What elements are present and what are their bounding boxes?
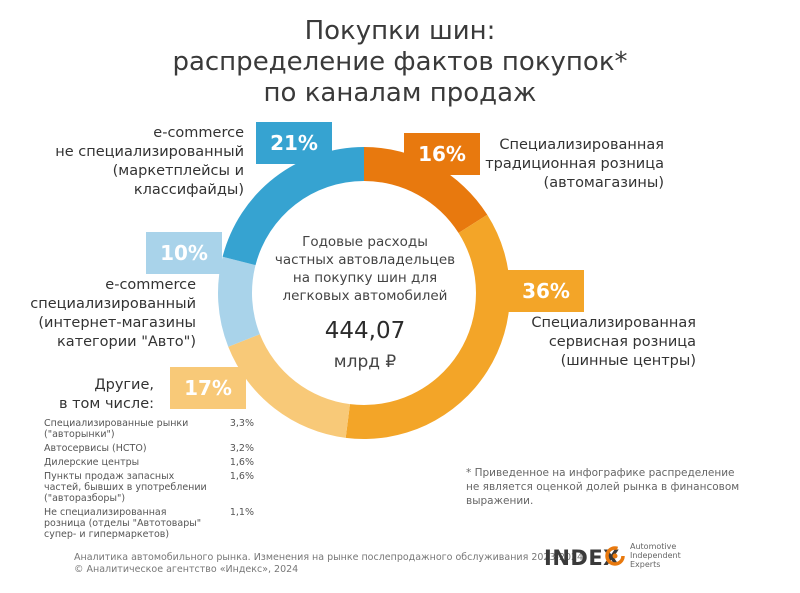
label-ecom-special-line-2: специализированный xyxy=(30,296,196,312)
others-row-name: Автосервисы (НСТО) xyxy=(44,443,147,454)
others-row-value: 1,1% xyxy=(229,507,254,518)
logo-icon xyxy=(605,546,625,566)
label-ecom-general-line-3: (маркетплейсы и классифайды) xyxy=(112,163,244,198)
center-line-2: частных автовладельцев xyxy=(274,252,456,268)
footer: Аналитика автомобильного рынка. Изменени… xyxy=(74,552,583,576)
donut-slice xyxy=(218,256,260,347)
donut-slice xyxy=(364,147,488,233)
label-ecom-special-line-1: e-commerce xyxy=(105,277,196,293)
slice-value-label: 17% xyxy=(184,376,232,400)
label-ecom-special-line-3: (интернет-магазины xyxy=(38,315,196,331)
label-traditional-line-1: Специализированная xyxy=(499,137,664,153)
logo-tagline-line-3: Experts xyxy=(630,560,661,569)
label-service: Специализированная сервисная розница (ши… xyxy=(531,314,696,371)
logo-tagline-line-2: Independent xyxy=(630,551,681,560)
slice-value-box xyxy=(146,232,222,274)
logo-tagline: Automotive Independent Experts xyxy=(630,542,681,569)
footer-line-1: Аналитика автомобильного рынка. Изменени… xyxy=(74,552,584,563)
logo-tagline-line-1: Automotive xyxy=(630,542,677,551)
slice-value-label: 21% xyxy=(270,131,318,155)
label-service-line-3: (шинные центры) xyxy=(560,353,696,369)
center-caption: Годовые расходы частных автовладельцев н… xyxy=(270,233,460,305)
label-others: Другие, в том числе: xyxy=(59,376,154,414)
others-row-name: Не специализированная розница (отделы "А… xyxy=(44,507,202,540)
others-row: Специализированные рынки ("авторынки") 3… xyxy=(44,418,254,440)
title-line-2: распределение фактов покупок* xyxy=(172,47,628,77)
center-line-4: легковых автомобилей xyxy=(282,288,448,304)
donut-slice xyxy=(222,147,364,266)
slice-value-box xyxy=(256,122,332,164)
slice-value-label: 16% xyxy=(418,142,466,166)
label-ecom-general-line-2: не специализированный xyxy=(55,144,244,160)
others-row: Автосервисы (НСТО) 3,2% xyxy=(44,443,254,454)
label-others-line-2: в том числе: xyxy=(58,396,154,412)
others-row-value: 1,6% xyxy=(229,471,254,482)
label-ecom-special: e-commerce специализированный (интернет-… xyxy=(30,276,196,352)
slice-value-label: 10% xyxy=(160,241,208,265)
slice-value-box xyxy=(508,270,584,312)
label-ecom-special-line-4: категории "Авто") xyxy=(57,334,196,350)
label-others-line-1: Другие, xyxy=(94,377,154,393)
others-row-value: 3,3% xyxy=(229,418,254,429)
label-traditional: Специализированная традиционная розница … xyxy=(485,136,664,193)
title-line-1: Покупки шин: xyxy=(304,16,496,46)
chart-title: Покупки шин: распределение фактов покупо… xyxy=(0,16,800,109)
donut-hole xyxy=(253,182,475,404)
footer-line-2: © Аналитическое агентство «Индекс», 2024 xyxy=(74,564,299,575)
others-row: Дилерские центры 1,6% xyxy=(44,457,254,468)
slice-value-box xyxy=(404,133,480,175)
slice-value-box xyxy=(170,367,246,409)
donut-slice xyxy=(345,214,510,440)
others-row-value: 1,6% xyxy=(229,457,254,468)
title-line-3: по каналам продаж xyxy=(263,78,537,108)
label-traditional-line-2: традиционная розница xyxy=(485,156,664,172)
others-row-name: Дилерские центры xyxy=(44,457,140,468)
others-breakdown: Специализированные рынки ("авторынки") 3… xyxy=(44,418,254,543)
others-row-value: 3,2% xyxy=(229,443,254,454)
footnote: * Приведенное на инфографике распределен… xyxy=(466,467,740,507)
center-line-3: на покупку шин для xyxy=(292,270,438,286)
others-row-name: Пункты продаж запасных частей, бывших в … xyxy=(44,471,207,504)
total-unit: млрд ₽ xyxy=(333,352,397,372)
label-traditional-line-3: (автомагазины) xyxy=(543,175,664,191)
total-value: 444,07 xyxy=(324,318,406,344)
others-row: Не специализированная розница (отделы "А… xyxy=(44,507,254,540)
others-row: Пункты продаж запасных частей, бывших в … xyxy=(44,471,254,504)
others-row-name: Специализированные рынки ("авторынки") xyxy=(44,418,189,440)
center-line-1: Годовые расходы xyxy=(302,234,428,250)
donut-slice xyxy=(228,334,350,438)
label-ecom-general: e-commerce не специализированный (маркет… xyxy=(0,124,244,200)
label-service-line-1: Специализированная xyxy=(531,315,696,331)
slice-value-label: 36% xyxy=(522,279,570,303)
label-service-line-2: сервисная розница xyxy=(548,334,696,350)
label-ecom-general-line-1: e-commerce xyxy=(153,125,244,141)
